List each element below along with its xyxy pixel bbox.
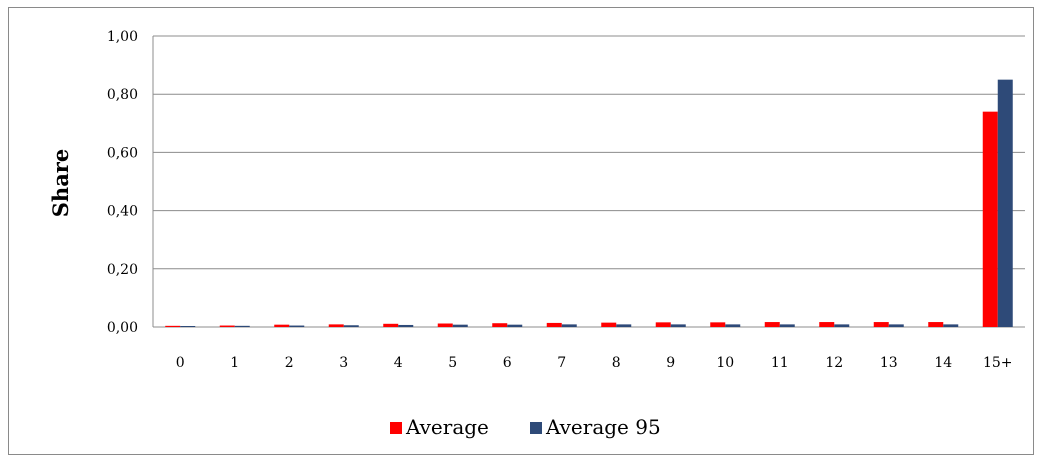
bar-average-10 bbox=[710, 322, 726, 327]
bar-average-95-11 bbox=[779, 324, 795, 327]
bar-average-95-7 bbox=[561, 324, 577, 327]
y-axis-label: Share bbox=[48, 149, 73, 217]
x-tick-label: 8 bbox=[612, 355, 621, 371]
x-tick-label: 13 bbox=[880, 355, 898, 371]
x-tick-labels: 0 1 2 3 4 5 6 7 8 9 10 11 12 13 14 15+ bbox=[176, 355, 1013, 371]
y-tick-label: 1,00 bbox=[107, 29, 138, 45]
bar-average-95-5 bbox=[452, 324, 468, 327]
bar-average-95-15plus bbox=[997, 79, 1013, 328]
x-tick-label: 6 bbox=[503, 355, 512, 371]
bar-average-95-3 bbox=[343, 325, 359, 327]
bar-average-11 bbox=[764, 322, 780, 327]
x-tick-label: 11 bbox=[771, 355, 789, 371]
bar-average-6 bbox=[492, 323, 508, 327]
legend-swatch-average-95 bbox=[530, 422, 542, 434]
bar-average-15plus bbox=[982, 111, 998, 327]
bar-average-95-6 bbox=[507, 324, 523, 327]
legend-label-average-95: Average 95 bbox=[545, 415, 661, 439]
legend-label-average: Average bbox=[405, 415, 489, 439]
bar-average-95-13 bbox=[888, 324, 904, 327]
y-tick-label: 0,40 bbox=[107, 204, 138, 220]
bar-average-7 bbox=[546, 322, 562, 327]
x-tick-label: 9 bbox=[666, 355, 675, 371]
x-tick-label: 2 bbox=[285, 355, 294, 371]
bar-average-95-0 bbox=[180, 326, 196, 327]
bar-average-95-14 bbox=[943, 324, 959, 327]
x-tick-label: 15+ bbox=[983, 355, 1013, 371]
y-tick-label: 0,20 bbox=[107, 262, 138, 278]
bar-average-9 bbox=[655, 322, 671, 327]
x-tick-label: 14 bbox=[934, 355, 952, 371]
bar-average-95-1 bbox=[234, 325, 250, 327]
bars bbox=[165, 79, 1013, 328]
y-tick-label: 0,00 bbox=[107, 320, 138, 336]
x-tick-label: 12 bbox=[825, 355, 843, 371]
bar-average-14 bbox=[928, 322, 944, 327]
bar-average-95-4 bbox=[398, 324, 414, 327]
bar-average-0 bbox=[165, 325, 181, 327]
bar-average-13 bbox=[873, 322, 889, 327]
x-tick-label: 0 bbox=[176, 355, 185, 371]
x-tick-label: 1 bbox=[230, 355, 239, 371]
bar-average-1 bbox=[219, 325, 235, 327]
legend-swatch-average bbox=[390, 422, 402, 434]
bar-average-95-10 bbox=[725, 324, 741, 327]
x-tick-label: 10 bbox=[716, 355, 734, 371]
chart-frame bbox=[8, 7, 1034, 455]
legend: Average Average 95 bbox=[390, 415, 661, 439]
bar-average-95-12 bbox=[834, 324, 850, 327]
bar-average-5 bbox=[437, 323, 453, 327]
bar-average-4 bbox=[383, 323, 399, 327]
y-tick-label: 0,80 bbox=[107, 87, 138, 103]
y-tick-label: 0,60 bbox=[107, 145, 138, 161]
bar-average-95-2 bbox=[289, 325, 305, 327]
bar-average-8 bbox=[601, 322, 617, 327]
bar-average-95-8 bbox=[616, 324, 632, 327]
bar-average-2 bbox=[274, 324, 290, 327]
x-tick-label: 7 bbox=[557, 355, 566, 371]
y-tick-labels: 0,00 0,20 0,40 0,60 0,80 1,00 bbox=[107, 29, 138, 336]
x-tick-label: 5 bbox=[448, 355, 457, 371]
bar-average-12 bbox=[819, 322, 835, 327]
bar-average-3 bbox=[328, 324, 344, 327]
bar-average-95-9 bbox=[670, 324, 686, 327]
x-tick-label: 3 bbox=[339, 355, 348, 371]
gridlines bbox=[152, 35, 1025, 328]
x-tick-label: 4 bbox=[394, 355, 403, 371]
